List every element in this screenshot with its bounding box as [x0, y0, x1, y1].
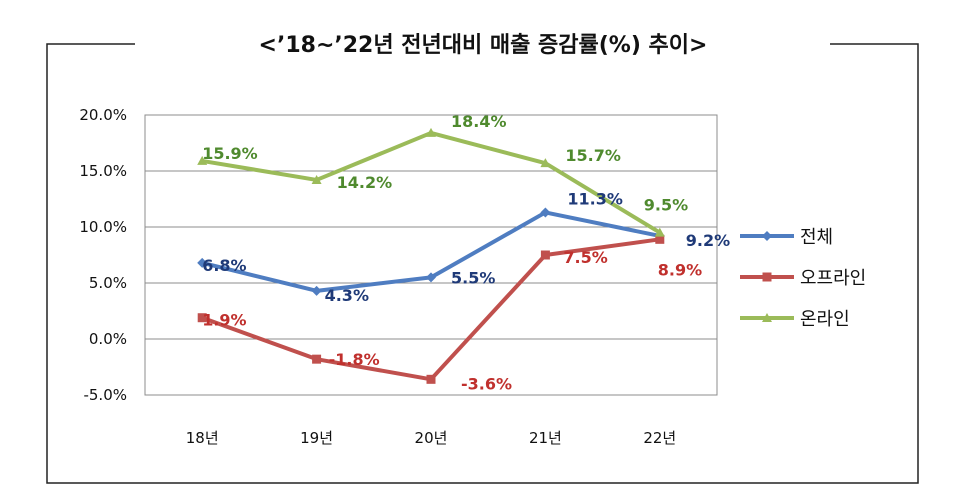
y-tick-label: 10.0% [79, 218, 127, 236]
point-marker [197, 257, 208, 268]
data-label: 11.3% [567, 189, 623, 208]
legend-label: 온라인 [800, 309, 850, 330]
point-marker [654, 227, 665, 237]
y-tick-label: 5.0% [89, 274, 127, 292]
point-marker [197, 155, 208, 165]
x-tick-label: 19년 [300, 429, 333, 447]
point-marker [762, 231, 772, 241]
data-label: 9.2% [686, 231, 730, 250]
x-tick-label: 20년 [415, 429, 448, 447]
legend-item: 전체 [740, 227, 833, 248]
point-marker [311, 285, 322, 296]
point-marker [312, 354, 322, 364]
point-marker [426, 272, 436, 283]
data-label: 1.9% [202, 311, 246, 330]
data-label: 4.3% [325, 286, 369, 305]
data-label: -1.8% [329, 350, 380, 369]
point-marker [426, 127, 436, 137]
legend-item: 오프라인 [740, 268, 866, 289]
x-tick-label: 18년 [186, 429, 219, 447]
x-tick-label: 21년 [529, 429, 562, 447]
point-marker [655, 234, 665, 244]
y-tick-label: 15.0% [79, 162, 127, 180]
frame-border [46, 43, 919, 484]
legend-item: 온라인 [740, 309, 850, 330]
data-label: 14.2% [337, 173, 393, 192]
y-tick-label: -5.0% [83, 386, 127, 404]
data-label: 7.5% [563, 248, 607, 267]
x-tick-label: 22년 [643, 429, 676, 447]
point-marker [197, 313, 207, 323]
data-label: 18.4% [451, 112, 507, 131]
y-tick-label: 0.0% [89, 330, 127, 348]
data-label: 15.7% [565, 146, 621, 165]
point-marker [540, 158, 551, 168]
data-label: 5.5% [451, 268, 495, 287]
y-tick-label: 20.0% [79, 106, 127, 124]
point-marker [426, 374, 436, 384]
data-label: 8.9% [658, 260, 702, 279]
legend-label: 오프라인 [800, 268, 866, 289]
data-label: 6.8% [202, 256, 246, 275]
point-marker [762, 313, 772, 322]
series-layer [197, 127, 665, 384]
y-axis-ticks: 20.0% 15.0% 10.0% 5.0% 0.0% -5.0% [79, 106, 127, 404]
point-marker [540, 207, 551, 218]
point-marker [311, 174, 322, 184]
legend-label: 전체 [800, 227, 833, 248]
point-marker [762, 272, 772, 282]
data-label: -3.6% [461, 374, 512, 393]
point-marker [540, 250, 550, 260]
data-label: 15.9% [202, 144, 258, 163]
x-axis-ticks: 18년 19년 20년 21년 22년 [186, 429, 676, 447]
data-label: 9.5% [644, 196, 688, 215]
data-labels: 6.8% 4.3% 5.5% 11.3% 9.2% 1.9% -1.8% -3.6% 7.5% 8… [202, 112, 730, 393]
chart-title: <’18~’22년 전년대비 매출 증감률(%) 추이> [259, 33, 708, 58]
